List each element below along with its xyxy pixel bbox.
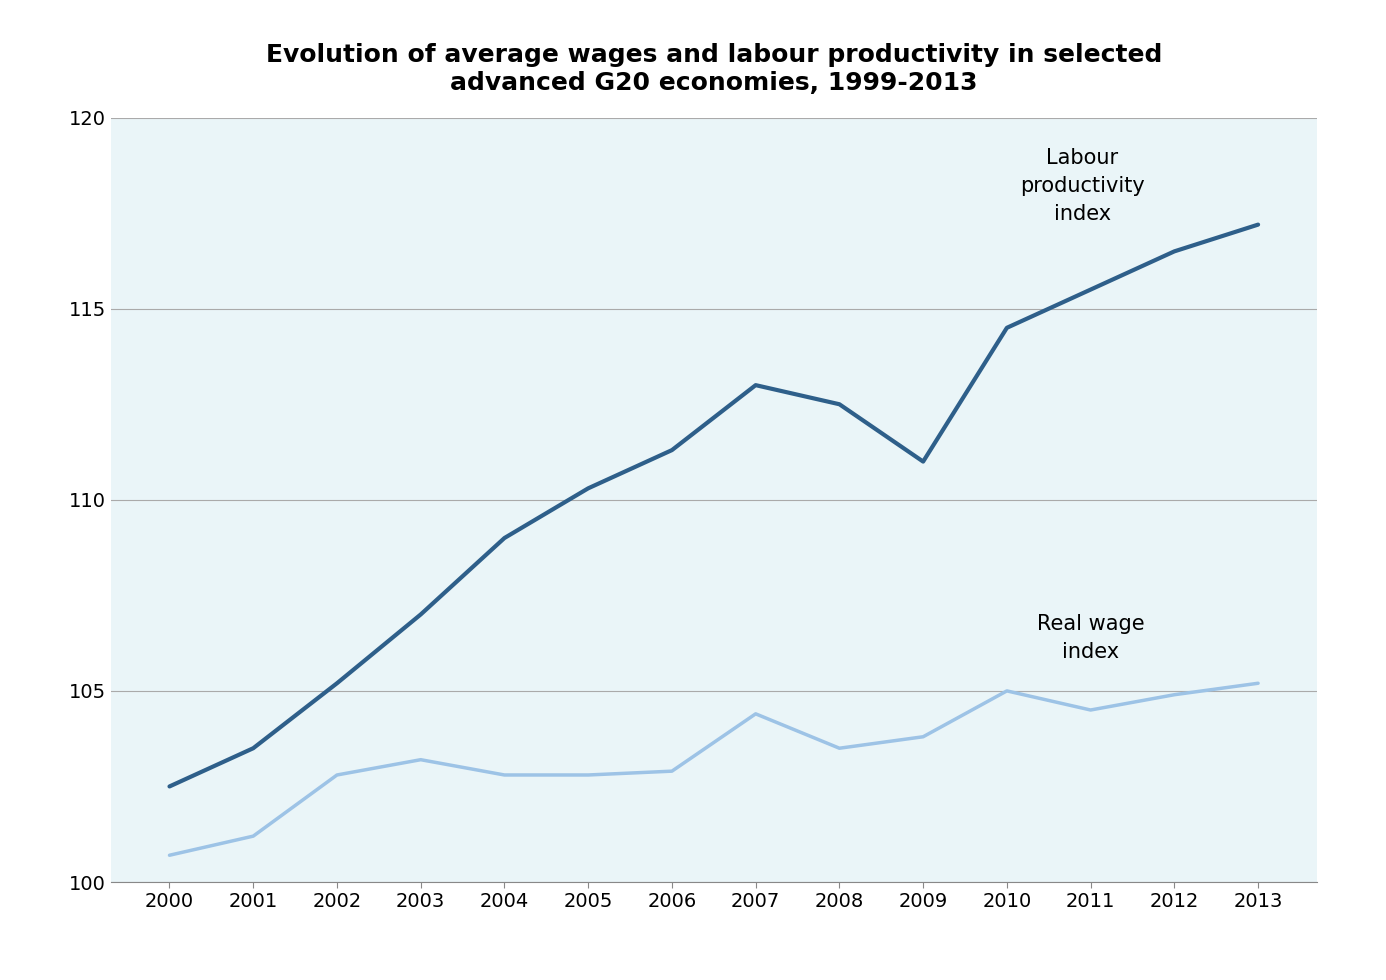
Title: Evolution of average wages and labour productivity in selected
advanced G20 econ: Evolution of average wages and labour pr… [266,43,1161,95]
Text: Labour
productivity
index: Labour productivity index [1020,148,1145,224]
Text: Real wage
index: Real wage index [1037,614,1145,662]
